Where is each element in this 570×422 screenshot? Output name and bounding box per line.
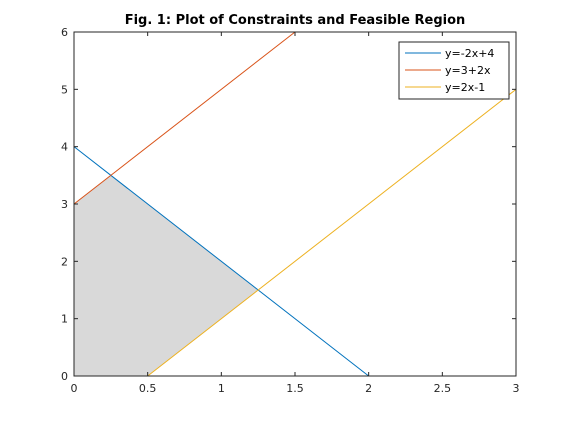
x-tick-label: 2.5 <box>434 382 452 395</box>
legend-label-1: y=-2x+4 <box>445 47 494 60</box>
y-tick-label: 3 <box>61 198 68 211</box>
y-tick-label: 5 <box>61 83 68 96</box>
legend-label-2: y=3+2x <box>445 64 491 77</box>
y-tick-label: 0 <box>61 370 68 383</box>
x-tick-label: 0.5 <box>139 382 157 395</box>
y-tick-label: 4 <box>61 141 68 154</box>
legend: y=-2x+4 y=3+2x y=2x-1 <box>398 41 510 100</box>
x-tick-label: 3 <box>513 382 520 395</box>
chart-title: Fig. 1: Plot of Constraints and Feasible… <box>125 13 466 28</box>
y-tick-label: 6 <box>61 26 68 39</box>
series-line-3 <box>147 88 517 377</box>
series-line-1 <box>73 146 369 377</box>
legend-label-3: y=2x-1 <box>445 81 485 94</box>
x-tick-label: 1.5 <box>286 382 304 395</box>
series-line-2 <box>73 31 296 205</box>
x-tick-label: 0 <box>71 382 78 395</box>
y-tick-label: 1 <box>61 313 68 326</box>
feasible-region <box>74 175 259 376</box>
x-tick-label: 2 <box>365 382 372 395</box>
x-tick-label: 1 <box>218 382 225 395</box>
y-tick-label: 2 <box>61 255 68 268</box>
